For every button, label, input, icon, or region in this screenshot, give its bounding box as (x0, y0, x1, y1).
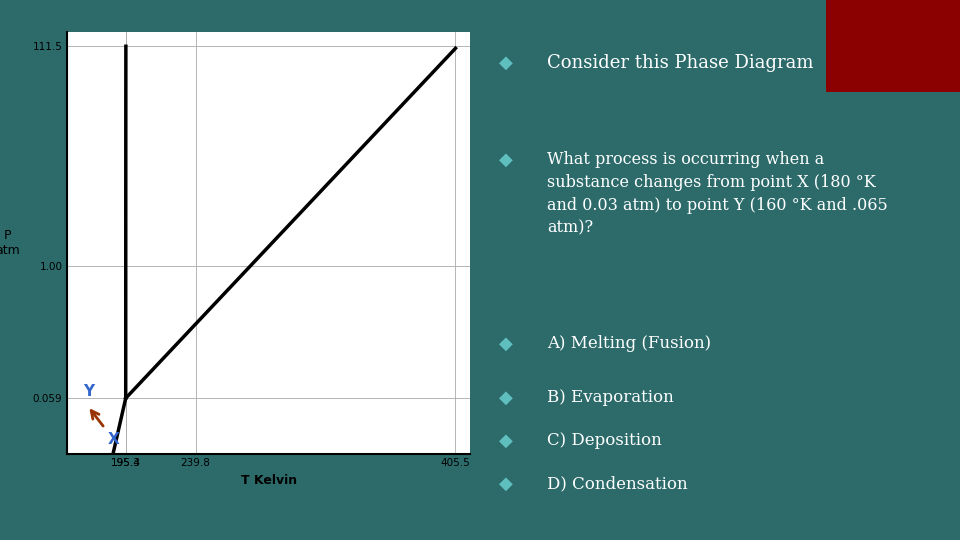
Text: Consider this Phase Diagram: Consider this Phase Diagram (547, 54, 814, 72)
Text: What process is occurring when a
substance changes from point X (180 °K
and 0.03: What process is occurring when a substan… (547, 151, 888, 237)
Text: ◆: ◆ (499, 54, 513, 72)
Text: D) Condensation: D) Condensation (547, 475, 687, 492)
Y-axis label: P
atm: P atm (0, 229, 20, 257)
Text: Y: Y (83, 383, 94, 399)
Bar (826, 0, 960, 92)
Text: ◆: ◆ (499, 335, 513, 353)
Text: ◆: ◆ (499, 432, 513, 450)
Text: B) Evaporation: B) Evaporation (547, 389, 674, 406)
Text: A) Melting (Fusion): A) Melting (Fusion) (547, 335, 711, 352)
Text: C) Deposition: C) Deposition (547, 432, 662, 449)
Text: X: X (108, 431, 119, 447)
Text: ◆: ◆ (499, 475, 513, 493)
Text: ◆: ◆ (499, 151, 513, 169)
X-axis label: T Kelvin: T Kelvin (241, 474, 297, 487)
Text: ◆: ◆ (499, 389, 513, 407)
